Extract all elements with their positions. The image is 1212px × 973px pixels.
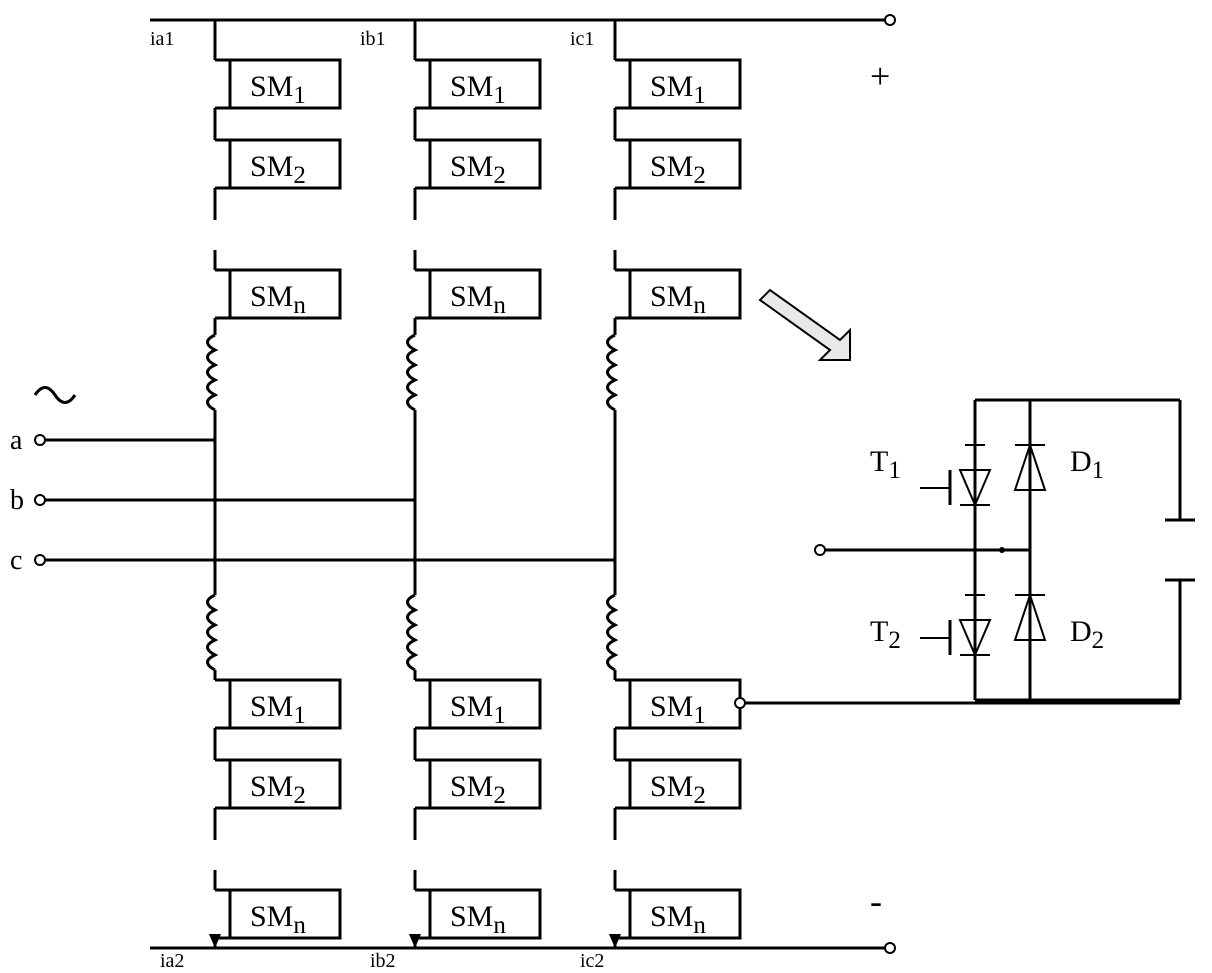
t2-label: T2 (870, 615, 901, 655)
sm-label: SM2 (450, 150, 506, 190)
sm-label: SMn (450, 900, 506, 940)
sm-label: SM1 (650, 70, 706, 110)
sm-label: SM2 (650, 770, 706, 810)
ac-source-icon (35, 388, 75, 403)
phase-a-label: a (10, 425, 22, 457)
sm-label: SMn (650, 280, 706, 320)
sm-label: SM1 (450, 690, 506, 730)
phase-c-label: c (10, 545, 22, 577)
sm-label: SM1 (250, 690, 306, 730)
ic1-label: ic1 (570, 28, 594, 51)
ic2-label: ic2 (580, 950, 604, 973)
sm-label: SM2 (650, 150, 706, 190)
d2-label: D2 (1070, 615, 1104, 655)
ac-terminals (35, 435, 615, 565)
ib2-label: ib2 (370, 950, 396, 973)
sm-label: SMn (450, 280, 506, 320)
sm-label: SM2 (250, 770, 306, 810)
sm-label: SM2 (450, 770, 506, 810)
detail-arrow-icon (760, 290, 850, 360)
ia2-label: ia2 (160, 950, 184, 973)
sm-label: SM2 (250, 150, 306, 190)
dc-pos-terminal (885, 15, 895, 25)
sm-label: SM1 (450, 70, 506, 110)
phase-b-label: b (10, 485, 24, 517)
dc-positive-label: + (870, 55, 890, 97)
sm-label: SMn (650, 900, 706, 940)
dc-neg-terminal (885, 943, 895, 953)
inductor-a-lower (208, 595, 216, 670)
sm-label: SMn (250, 280, 306, 320)
igbt-t1-icon (920, 435, 990, 505)
ia1-label: ia1 (150, 28, 174, 51)
igbt-t2-icon (920, 585, 990, 655)
sm-label: SM1 (250, 70, 306, 110)
d1-label: D1 (1070, 445, 1104, 485)
submodule-detail (735, 400, 1195, 708)
sm-label: SM1 (650, 690, 706, 730)
ib1-label: ib1 (360, 28, 386, 51)
t1-label: T1 (870, 445, 901, 485)
mmc-circuit-diagram (0, 0, 1212, 961)
sm-label: SMn (250, 900, 306, 940)
inductor-a-upper (208, 335, 216, 410)
dc-negative-label: - (870, 880, 882, 922)
